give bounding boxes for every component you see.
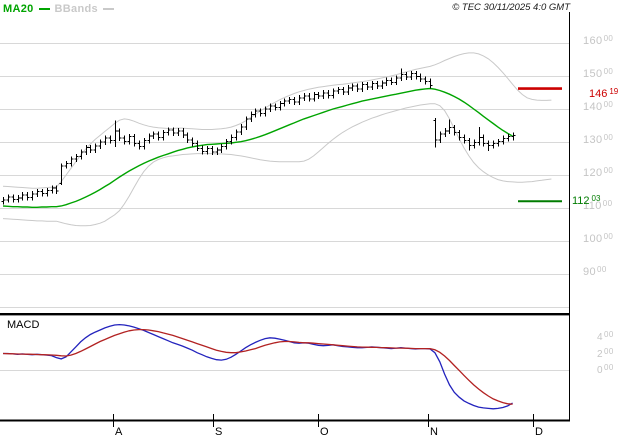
month-label-A: A — [115, 426, 123, 438]
price-axis-label: 12000 — [583, 166, 614, 179]
bbands-legend-dash-icon — [102, 8, 114, 10]
price-axis-label: 14000 — [583, 100, 614, 113]
price-axis-label: 9000 — [583, 265, 607, 278]
bollinger-upper-line — [2, 52, 552, 189]
ma20-legend-label: MA20 — [3, 3, 34, 15]
price-axis-label: 15000 — [583, 67, 614, 80]
bollinger-lower-line — [2, 103, 552, 227]
bbands-legend-label: BBands — [54, 3, 98, 15]
macd-signal-line — [2, 328, 513, 405]
month-label-D: D — [535, 426, 543, 438]
month-label-O: O — [320, 426, 329, 438]
ma20-legend-dash-icon — [38, 8, 50, 10]
macd-axis-label: 400 — [597, 330, 614, 343]
price-axis-label: 16000 — [583, 34, 614, 47]
ohlc-bars — [1, 68, 516, 205]
copyright-text: © TEC 30/11/2025 4:0 GMT — [452, 2, 570, 13]
level-label-resistance: 146 19 — [589, 87, 619, 100]
macd-axis-label: 000 — [597, 363, 614, 376]
panel-separator — [0, 313, 570, 316]
level-label-support: 112 03 — [572, 194, 601, 207]
price-axis-label: 13000 — [583, 133, 614, 146]
macd-axis-label: 200 — [597, 347, 614, 360]
price-axis-label: 11000 — [583, 199, 613, 212]
price-axis-label: 10000 — [583, 232, 614, 245]
legend: MA20 BBands — [3, 3, 119, 15]
month-label-N: N — [430, 426, 438, 438]
month-label-S: S — [215, 426, 223, 438]
macd-panel-title: MACD — [7, 319, 40, 331]
ma20-line — [2, 87, 513, 209]
macd-line — [3, 323, 513, 410]
